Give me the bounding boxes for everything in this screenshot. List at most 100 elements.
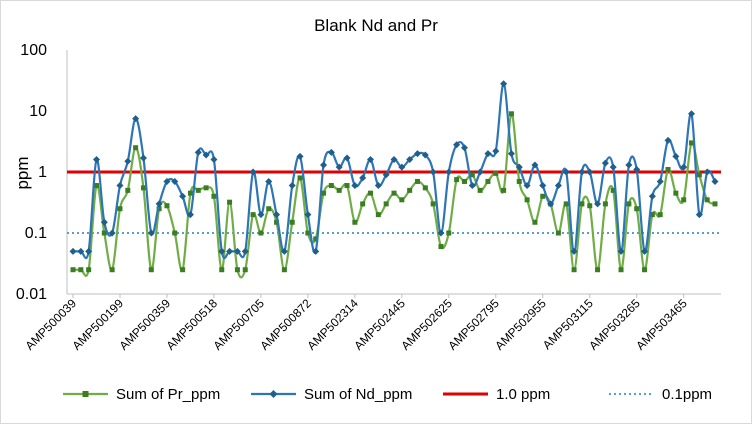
data-point — [116, 182, 124, 190]
data-point — [657, 212, 663, 218]
data-point — [571, 267, 577, 273]
data-point — [242, 267, 248, 273]
data-point — [77, 247, 85, 255]
data-point — [477, 187, 483, 193]
data-point — [367, 156, 375, 164]
data-point — [140, 185, 146, 191]
chart-title: Blank Nd and Pr — [314, 16, 438, 35]
data-point — [484, 150, 492, 158]
data-point — [249, 168, 257, 176]
data-point — [413, 150, 421, 158]
data-point — [704, 197, 710, 203]
data-point — [500, 80, 508, 88]
data-point — [554, 182, 562, 190]
data-point — [641, 247, 649, 255]
data-point — [125, 187, 131, 193]
data-point — [703, 168, 711, 176]
legend-item-sum-of-nd-ppm: Sum of Nd_ppm — [251, 386, 412, 403]
data-point — [281, 267, 287, 273]
series-nd — [69, 80, 719, 260]
data-point — [422, 185, 428, 191]
data-point — [234, 267, 240, 273]
data-point — [227, 199, 233, 205]
data-point — [351, 182, 359, 190]
data-point — [507, 150, 515, 158]
data-point — [250, 212, 256, 218]
data-point — [124, 157, 132, 165]
y-tick-label: 10 — [29, 103, 47, 120]
legend-label: 0.1ppm — [662, 386, 712, 403]
data-point — [625, 161, 633, 169]
data-point — [446, 230, 452, 236]
data-point — [664, 136, 672, 144]
data-point — [430, 201, 436, 207]
data-point — [601, 159, 609, 167]
data-point — [461, 178, 467, 184]
legend-marker — [82, 391, 89, 397]
data-point — [680, 163, 688, 171]
data-point — [226, 247, 234, 255]
legend-label: Sum of Pr_ppm — [116, 386, 220, 403]
data-point — [562, 168, 570, 176]
data-point — [164, 203, 170, 209]
y-axis-label: ppm — [13, 156, 32, 189]
data-point — [147, 229, 155, 237]
data-point — [132, 115, 140, 123]
data-point — [399, 197, 405, 203]
data-point — [398, 163, 406, 171]
data-point — [586, 168, 594, 176]
data-point — [335, 163, 343, 171]
data-point — [148, 267, 154, 273]
data-point — [211, 193, 217, 199]
data-point — [343, 154, 351, 162]
data-point — [180, 267, 186, 273]
data-point — [485, 178, 491, 184]
data-point — [391, 190, 397, 196]
y-tick-label: 100 — [20, 42, 47, 59]
legend-label: Sum of Nd_ppm — [304, 386, 412, 403]
data-point — [672, 152, 680, 160]
data-point — [273, 211, 281, 219]
y-tick-label: 0.1 — [25, 225, 47, 242]
data-point — [633, 165, 641, 173]
data-point — [195, 187, 201, 193]
data-point — [313, 236, 319, 242]
data-point — [390, 156, 398, 164]
data-point — [570, 247, 578, 255]
data-point — [133, 145, 139, 151]
data-point — [312, 247, 320, 255]
data-point — [359, 174, 367, 182]
data-point — [289, 219, 295, 225]
data-point — [642, 267, 648, 273]
data-point — [257, 211, 265, 219]
data-point — [579, 201, 585, 207]
data-point — [476, 168, 484, 176]
data-point — [696, 172, 702, 178]
data-point — [547, 200, 555, 208]
data-point — [649, 212, 655, 218]
data-point — [460, 144, 468, 152]
data-point — [688, 110, 696, 118]
legend-label: 1.0 ppm — [496, 386, 550, 403]
legend: Sum of Pr_ppm Sum of Nd_ppm 1.0 ppm 0.1ppm — [63, 386, 712, 403]
data-point — [712, 201, 718, 207]
data-point — [86, 267, 92, 273]
data-point — [445, 168, 453, 176]
plot-area: 0.010.1110100AMP500039AMP500199AMP500359… — [16, 42, 721, 353]
data-point — [492, 147, 500, 155]
data-point — [695, 211, 703, 219]
data-point — [454, 177, 460, 183]
data-point — [414, 178, 420, 184]
data-point — [265, 177, 273, 185]
data-point — [328, 183, 334, 189]
data-point — [203, 185, 209, 191]
data-point — [305, 230, 311, 236]
data-point — [172, 230, 178, 236]
data-point — [493, 170, 499, 176]
data-point — [665, 166, 671, 172]
data-point — [163, 177, 171, 185]
data-point — [594, 200, 602, 208]
data-point — [219, 267, 225, 273]
data-point — [171, 177, 179, 185]
